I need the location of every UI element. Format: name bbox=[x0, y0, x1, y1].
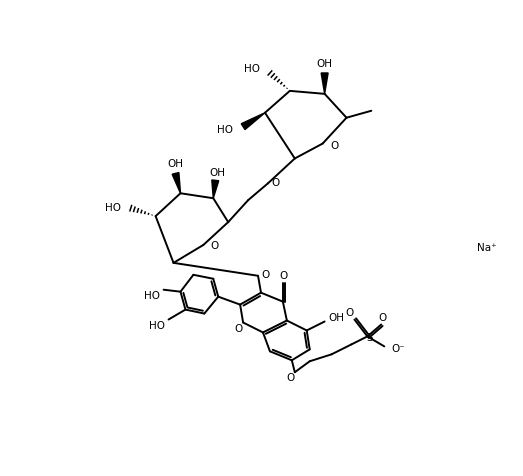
Polygon shape bbox=[172, 172, 180, 193]
Text: HO: HO bbox=[149, 321, 165, 331]
Text: O: O bbox=[345, 307, 354, 317]
Text: O: O bbox=[210, 241, 219, 251]
Text: O: O bbox=[271, 178, 279, 188]
Polygon shape bbox=[241, 113, 265, 129]
Text: OH: OH bbox=[209, 169, 225, 178]
Text: O: O bbox=[331, 140, 339, 150]
Text: HO: HO bbox=[144, 291, 160, 301]
Polygon shape bbox=[212, 180, 219, 198]
Text: O: O bbox=[287, 373, 295, 383]
Text: O: O bbox=[378, 313, 386, 323]
Text: O: O bbox=[261, 270, 269, 280]
Text: S: S bbox=[366, 333, 373, 343]
Text: OH: OH bbox=[316, 59, 333, 69]
Text: Na⁺: Na⁺ bbox=[477, 243, 496, 253]
Text: O: O bbox=[280, 271, 288, 281]
Text: HO: HO bbox=[105, 203, 121, 213]
Text: O: O bbox=[234, 325, 242, 335]
Text: OH: OH bbox=[328, 313, 345, 323]
Polygon shape bbox=[321, 73, 328, 94]
Text: HO: HO bbox=[217, 125, 233, 135]
Text: O⁻: O⁻ bbox=[391, 344, 405, 354]
Text: OH: OH bbox=[167, 159, 184, 169]
Text: HO: HO bbox=[244, 64, 260, 74]
